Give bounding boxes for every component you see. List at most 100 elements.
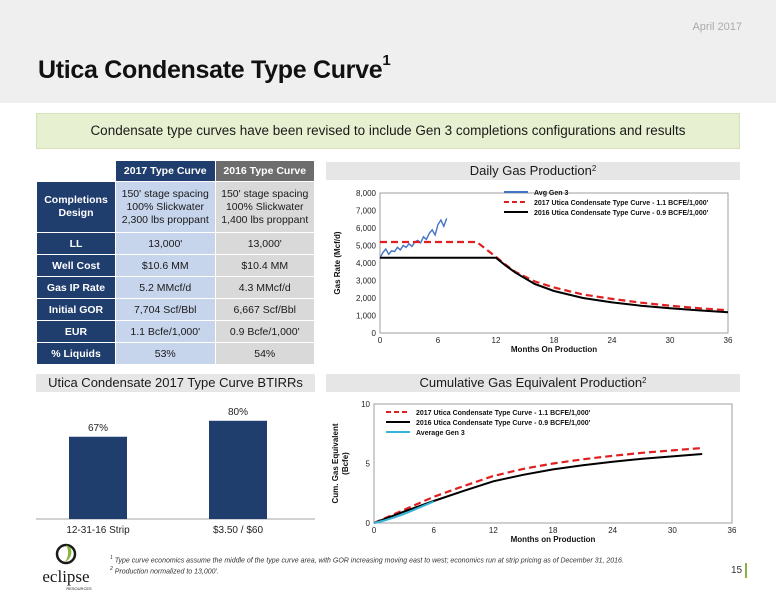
bar (69, 436, 127, 519)
cumulative-footnote-marker: 2 (642, 376, 647, 385)
row-label: Well Cost (37, 255, 115, 276)
cell-line: 100% Slickwater (126, 200, 205, 213)
table-header-row: 2017 Type Curve 2016 Type Curve (37, 161, 314, 181)
btirr-bar-chart: 67% 12-31-16 Strip 80% $3.50 / $60 (36, 407, 315, 536)
x-tick-label: 18 (549, 526, 558, 535)
series-line (373, 446, 703, 525)
cell-2016: 13,000' (215, 233, 314, 254)
y-tick-label: 2,000 (356, 294, 377, 303)
bar-value-label: 80% (228, 407, 248, 418)
x-tick-label: 6 (431, 526, 436, 535)
slide-title-text: Utica Condensate Type Curve (38, 56, 383, 84)
logo-wordmark: eclipse (42, 567, 89, 586)
series-line (373, 453, 703, 524)
y-tick-label: 5 (366, 460, 371, 469)
type-curve-table: 2017 Type Curve 2016 Type Curve Completi… (36, 160, 315, 365)
table-row: Initial GOR 7,704 Scf/Bbl 6,667 Scf/Bbl (37, 299, 314, 320)
y-axis-title-line: (Bcfe) (341, 452, 350, 475)
daily-gas-footnote-marker: 2 (591, 164, 597, 173)
row-label: % Liquids (37, 343, 115, 364)
footnote-text: Production normalized to 13,000'. (114, 568, 219, 576)
x-tick-label: 30 (668, 526, 677, 535)
legend-label: 2016 Utica Condensate Type Curve - 0.9 B… (416, 420, 591, 427)
slide-date: April 2017 (692, 21, 742, 33)
category-label: $3.50 / $60 (213, 525, 263, 536)
cell-2016: 6,667 Scf/Bbl (215, 299, 314, 320)
cell-2017: $10.6 MM (116, 255, 215, 276)
x-tick-label: 36 (724, 336, 733, 345)
cell-2016: 150' stage spacing 100% Slickwater 1,400… (215, 182, 314, 232)
footnote-marker: 1 (110, 555, 113, 561)
footnote-marker: 2 (110, 566, 113, 573)
y-tick-label: 4,000 (356, 259, 377, 268)
plot-area-frame (379, 192, 729, 334)
daily-gas-title-text: Daily Gas Production (469, 163, 592, 178)
y-tick-label: 0 (372, 329, 377, 338)
table-row: % Liquids 53% 54% (37, 343, 314, 364)
col-header-2017: 2017 Type Curve (116, 161, 215, 181)
cell-line: 2,300 lbs proppant (121, 213, 209, 226)
table-row: Completions Design 150' stage spacing 10… (37, 182, 314, 232)
cumulative-panel-title: Cumulative Gas Equivalent Production2 (326, 374, 740, 392)
footnotes: 1 Type curve economics assume the middle… (110, 554, 624, 577)
y-tick-label: 1,000 (356, 312, 377, 321)
y-tick-label: 8,000 (356, 189, 377, 198)
cell-line: 100% Slickwater (225, 200, 304, 213)
x-tick-label: 6 (436, 336, 441, 345)
y-tick-label: 10 (361, 400, 370, 409)
x-tick-label: 12 (492, 336, 501, 345)
legend-label: Average Gen 3 (416, 430, 465, 437)
cell-line: 150' stage spacing (121, 187, 209, 200)
page-number-accent (745, 563, 747, 578)
table-row: Gas IP Rate 5.2 MMcf/d 4.3 MMcf/d (37, 277, 314, 298)
x-tick-label: 24 (608, 336, 617, 345)
series-line (380, 256, 729, 314)
y-tick-label: 5,000 (356, 242, 377, 251)
y-tick-label: 3,000 (356, 277, 377, 286)
y-tick-label: 7,000 (356, 207, 377, 216)
series-line (380, 240, 729, 312)
x-tick-label: 18 (550, 336, 559, 345)
row-label: Completions Design (37, 182, 115, 232)
daily-gas-panel-title: Daily Gas Production2 (326, 162, 740, 180)
series-line (373, 500, 435, 524)
x-axis-title: Months On Production (511, 345, 597, 354)
bar (209, 420, 267, 519)
cell-2017: 13,000' (116, 233, 215, 254)
x-tick-label: 24 (608, 526, 617, 535)
cell-2017: 5.2 MMcf/d (116, 277, 215, 298)
cell-line: 1,400 lbs proppant (221, 213, 309, 226)
row-label: LL (37, 233, 115, 254)
y-axis-title: Cum. Gas Equivalent(Bcfe) (331, 423, 350, 503)
footnote-1: 1 Type curve economics assume the middle… (110, 554, 624, 565)
x-tick-label: 12 (489, 526, 498, 535)
slide-header: April 2017 Utica Condensate Type Curve1 (0, 0, 776, 103)
x-axis-title: Months on Production (511, 535, 596, 544)
cell-2016: 4.3 MMcf/d (215, 277, 314, 298)
cell-2017: 7,704 Scf/Bbl (116, 299, 215, 320)
x-tick-label: 0 (372, 526, 377, 535)
x-tick-label: 0 (378, 336, 383, 345)
cumulative-title-text: Cumulative Gas Equivalent Production (419, 375, 643, 390)
summary-banner: Condensate type curves have been revised… (36, 113, 740, 149)
legend-label: 2017 Utica Condensate Type Curve - 1.1 B… (534, 200, 709, 207)
table-row: LL 13,000' 13,000' (37, 233, 314, 254)
cell-2016: $10.4 MM (215, 255, 314, 276)
daily-gas-chart: 0 1,000 2,000 3,000 4,000 5,000 6,000 7,000 8,00… (333, 189, 733, 354)
table-row: Well Cost $10.6 MM $10.4 MM (37, 255, 314, 276)
table-row: EUR 1.1 Bcfe/1,000' 0.9 Bcfe/1,000' (37, 321, 314, 342)
col-header-2016: 2016 Type Curve (215, 161, 314, 181)
title-footnote-marker: 1 (382, 52, 391, 69)
legend-label: 2016 Utica Condensate Type Curve - 0.9 B… (534, 210, 709, 217)
y-tick-label: 6,000 (356, 224, 377, 233)
x-tick-label: 30 (666, 336, 675, 345)
category-label: 12-31-16 Strip (66, 525, 130, 536)
row-label: EUR (37, 321, 115, 342)
y-axis-title-line: Cum. Gas Equivalent (331, 423, 340, 503)
eclipse-logo: eclipse RESOURCES (42, 543, 92, 591)
cell-line: 150' stage spacing (221, 187, 309, 200)
row-label: Initial GOR (37, 299, 115, 320)
page-number: 15 (731, 565, 743, 576)
cell-2017: 1.1 Bcfe/1,000' (116, 321, 215, 342)
legend-label: Avg Gen 3 (534, 190, 568, 197)
